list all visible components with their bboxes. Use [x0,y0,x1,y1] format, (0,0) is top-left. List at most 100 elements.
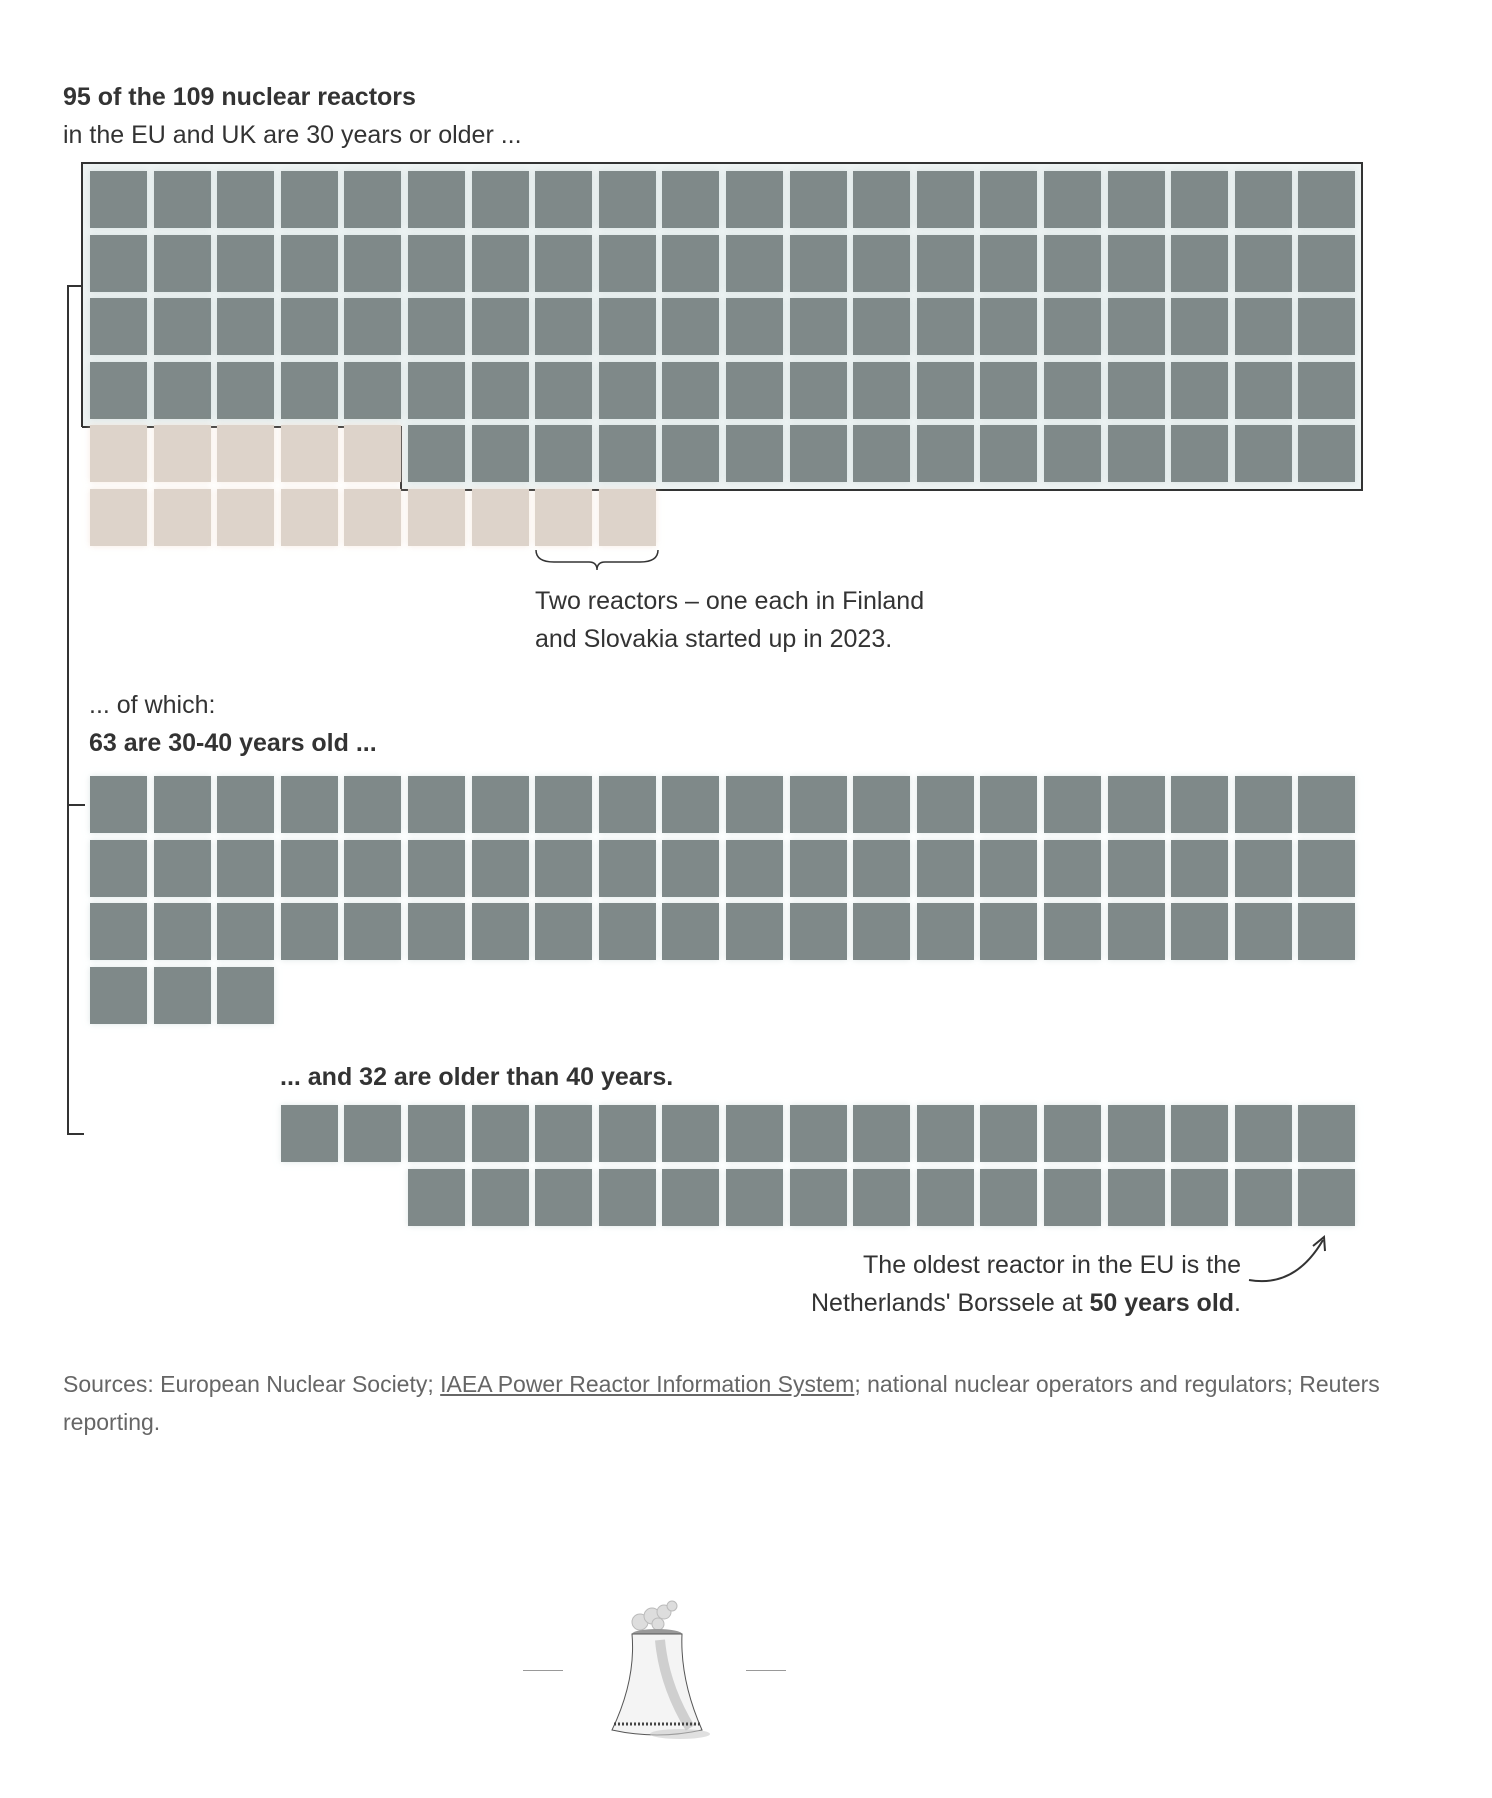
arrow-icon [1248,1235,1326,1283]
reactor-cell-30plus [1171,234,1229,292]
reactor-cell-30plus [1234,361,1292,419]
reactor-cell-30plus [1044,171,1101,228]
reactor-cell-40plus [408,1168,465,1226]
reactor-cell-30plus [853,298,911,356]
reactor-cell-30plus [916,425,974,483]
reactor-cell-30plus [662,298,720,356]
reactor-cell-30-40 [789,903,847,961]
reactor-cell-30plus [1107,234,1165,292]
reactor-cell-30plus [789,234,847,292]
reactor-cell-30-40 [90,966,147,1024]
reactor-cell-30plus [153,171,211,228]
reactor-cell-30plus [153,234,211,292]
reactor-cell-30-40 [280,776,338,833]
reactor-cell-30-40 [217,966,275,1024]
reactor-cell-under30 [280,425,338,483]
reactor-cell-30-40 [1298,776,1356,833]
reactor-cell-30plus [471,361,529,419]
reactor-cell-30-40 [1171,839,1229,897]
reactor-cell-30plus [471,171,529,228]
reactor-cell-30-40 [662,839,720,897]
reactor-cell-30-40 [344,776,402,833]
reactor-cell-30-40 [344,839,402,897]
reactor-cell-30-40 [1171,903,1229,961]
reactor-cell-30-40 [916,839,974,897]
reactor-cell-30plus [471,234,529,292]
reactor-cell-30plus [280,234,338,292]
reactor-cell-30-40 [535,776,593,833]
reactor-cell-30plus [598,234,656,292]
reactor-cell-30plus [344,234,402,292]
reactor-cell-30plus [90,234,147,292]
reactor-cell-30plus [980,171,1038,228]
reactor-cell-40plus [1044,1105,1101,1162]
reactor-cell-30-40 [344,903,402,961]
bracket-tick-middle [67,804,85,806]
reactor-cell-30plus [408,361,465,419]
reactor-cell-30-40 [1044,776,1101,833]
reactor-cell-30plus [598,361,656,419]
reactor-cell-30plus [1107,361,1165,419]
reactor-cell-under30 [153,425,211,483]
reactor-cell-30-40 [916,903,974,961]
reactor-cell-40plus [1107,1168,1165,1226]
reactor-cell-40plus [662,1168,720,1226]
reactor-cell-30plus [344,171,402,228]
reactor-cell-40plus [662,1105,720,1162]
reactor-cell-30plus [1044,298,1101,356]
reactor-cell-30-40 [598,776,656,833]
reactor-cell-40plus [853,1168,911,1226]
reactor-cell-30plus [280,361,338,419]
reactor-cell-30-40 [1044,903,1101,961]
reactor-cell-30-40 [408,903,465,961]
reactor-cell-30-40 [153,776,211,833]
reactor-cell-30plus [1171,425,1229,483]
chart-subtitle: in the EU and UK are 30 years or older .… [63,121,522,149]
reactor-cell-40plus [1298,1168,1356,1226]
reactor-cell-30-40 [1298,839,1356,897]
reactor-cell-30-40 [598,903,656,961]
reactor-cell-30plus [408,298,465,356]
reactor-cell-under30 [280,489,338,546]
reactor-cell-30plus [217,171,275,228]
reactor-cell-30plus [153,361,211,419]
oldest-note-text: Netherlands' Borssele at [810,1289,1090,1317]
reactor-cell-30plus [535,234,593,292]
reactor-cell-30plus [789,171,847,228]
reactor-cell-30plus [153,298,211,356]
cooling-tower-icon [611,1600,710,1739]
reactor-cell-30-40 [1107,903,1165,961]
reactor-cell-30-40 [598,839,656,897]
reactor-cell-30plus [217,361,275,419]
reactor-cell-30plus [217,234,275,292]
reactor-cell-30plus [1298,234,1356,292]
reactor-cell-30plus [535,298,593,356]
reactor-cell-30plus [726,171,783,228]
reactor-cell-30plus [662,171,720,228]
reactor-cell-under30 [217,489,275,546]
oldest-note-2: Netherlands' Borssele at 50 years old. [811,1284,1241,1322]
reactor-cell-40plus [916,1105,974,1162]
reactor-cell-30plus [1234,234,1292,292]
reactor-cell-30plus [1234,425,1292,483]
reactor-cell-40plus [1171,1105,1229,1162]
reactor-cell-30plus [789,425,847,483]
reactor-cell-30plus [916,361,974,419]
reactor-cell-30plus [789,298,847,356]
reactor-cell-30-40 [980,839,1038,897]
reactor-cell-30plus [662,234,720,292]
reactor-cell-30-40 [153,903,211,961]
iaea-pris-link[interactable]: IAEA Power Reactor Information System [440,1371,855,1397]
reactor-cell-40plus [598,1105,656,1162]
oldest-note-1: The oldest reactor in the EU is the [863,1251,1241,1279]
reactor-cell-30plus [344,298,402,356]
reactor-cell-30plus [471,425,529,483]
chart-title: 95 of the 109 nuclear reactors [63,83,416,111]
reactor-cell-30plus [535,171,593,228]
reactor-cell-under30 [90,489,147,546]
sources-prefix: Sources: European Nuclear Society; [63,1371,441,1397]
reactor-cell-30plus [853,234,911,292]
reactor-cell-30-40 [280,903,338,961]
reactor-cell-30plus [726,361,783,419]
reactor-cell-30plus [726,298,783,356]
